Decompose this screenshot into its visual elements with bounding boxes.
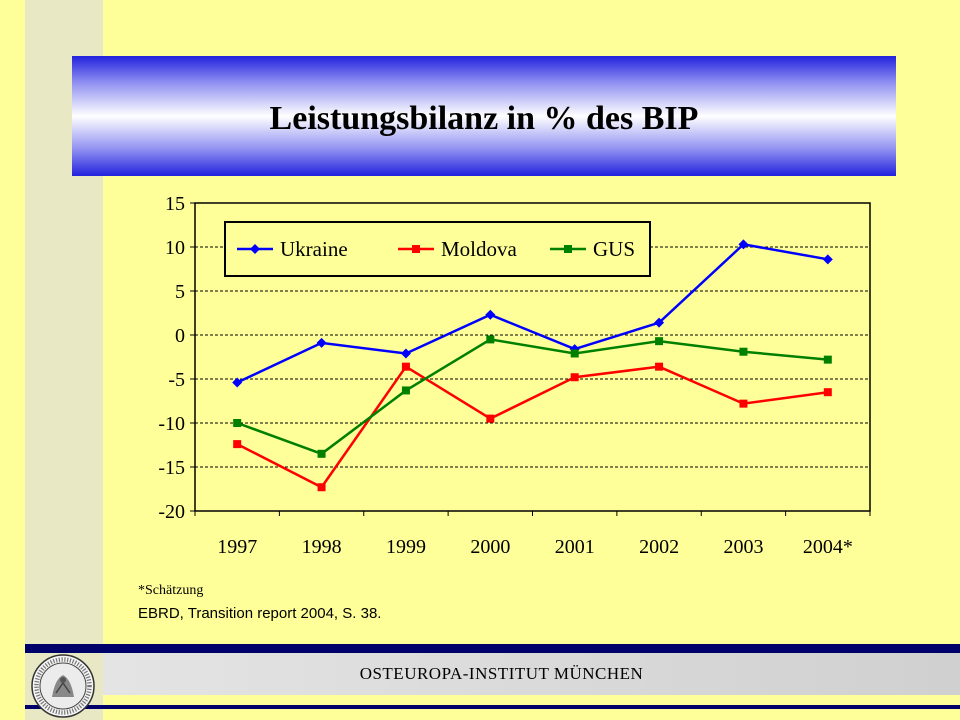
data-point-gus xyxy=(233,419,242,427)
data-point-ukraine xyxy=(232,377,243,388)
footer-bar: OSTEUROPA-INSTITUT MÜNCHEN xyxy=(103,653,960,695)
x-tick-label: 2003 xyxy=(723,536,763,558)
data-point-gus xyxy=(317,449,326,458)
institute-seal-logo xyxy=(31,654,95,718)
y-tick-label: 15 xyxy=(165,193,185,215)
data-point-ukraine xyxy=(654,317,665,328)
y-tick-label: -20 xyxy=(158,501,185,523)
data-point-ukraine xyxy=(485,309,496,320)
legend-label-ukraine: Ukraine xyxy=(280,237,348,261)
footnote: *Schätzung xyxy=(138,583,204,598)
slide-title: Leistungsbilanz in % des BIP xyxy=(269,100,699,137)
series-line-gus xyxy=(236,338,828,456)
footer-rule-bottom xyxy=(25,705,960,709)
data-point-gus xyxy=(401,386,410,395)
legend-marker-moldova xyxy=(412,245,420,253)
source-note: EBRD, Transition report 2004, S. 38. xyxy=(138,605,382,622)
title-banner: Leistungsbilanz in % des BIP xyxy=(72,56,896,176)
legend-label-moldova: Moldova xyxy=(441,237,518,261)
x-tick-label: 2002 xyxy=(639,536,679,558)
data-point-moldova xyxy=(317,483,326,492)
x-tick-label: 2001 xyxy=(555,536,595,558)
x-tick-label: 1998 xyxy=(302,536,342,558)
data-point-ukraine xyxy=(400,348,411,359)
x-tick-label: 1999 xyxy=(386,536,426,558)
data-point-moldova xyxy=(655,362,664,371)
data-point-ukraine xyxy=(316,337,327,348)
data-point-moldova xyxy=(486,414,495,423)
data-point-gus xyxy=(570,349,579,358)
legend-label-gus: GUS xyxy=(593,237,635,261)
line-chart: 15 10 5 0 -5 -10 -15 -20 1997 1998 1999 2000 2001 200… xyxy=(158,193,871,558)
legend-marker-gus xyxy=(564,245,572,253)
data-point-gus xyxy=(655,337,664,346)
y-tick-label: -15 xyxy=(158,457,185,479)
x-tick-label: 2004* xyxy=(803,536,853,558)
data-point-moldova xyxy=(739,399,748,408)
institute-name: OSTEUROPA-INSTITUT MÜNCHEN xyxy=(359,664,644,683)
data-point-moldova xyxy=(570,373,579,382)
x-tick-label: 2000 xyxy=(470,536,510,558)
data-point-ukraine xyxy=(569,344,580,355)
y-tick-label: 0 xyxy=(175,325,185,347)
data-point-gus xyxy=(739,347,748,356)
series-line-moldova xyxy=(236,364,828,489)
data-point-ukraine xyxy=(822,254,833,265)
data-point-ukraine xyxy=(738,239,749,250)
y-tick-label: -10 xyxy=(158,413,185,435)
x-tick-label: 1997 xyxy=(217,536,257,558)
series-line-ukraine xyxy=(236,243,829,384)
y-tick-label: 10 xyxy=(165,237,185,259)
data-point-moldova xyxy=(823,388,832,397)
data-point-moldova xyxy=(233,440,242,449)
data-point-moldova xyxy=(401,362,410,371)
footer-rule-top xyxy=(25,644,960,653)
y-tick-label: 5 xyxy=(175,281,185,303)
data-point-gus xyxy=(486,335,495,344)
y-tick-label: -5 xyxy=(168,369,185,391)
legend-marker-ukraine xyxy=(250,244,260,254)
data-point-gus xyxy=(823,355,832,364)
